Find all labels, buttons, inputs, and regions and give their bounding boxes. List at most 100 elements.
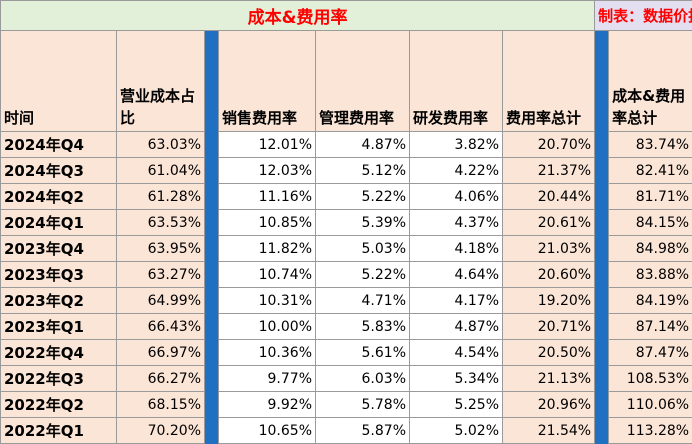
cell-period: 2024年Q1	[1, 210, 117, 236]
cell-sales-expense: 12.03%	[219, 158, 316, 184]
cell-admin-expense: 5.83%	[316, 314, 410, 340]
cell-period: 2023年Q4	[1, 236, 117, 262]
cell-expense-total: 19.20%	[503, 288, 595, 314]
table-maker: 制表：数据价投	[595, 1, 692, 31]
cell-period: 2022年Q3	[1, 366, 117, 392]
header-expense-total: 费用率总计	[503, 31, 595, 132]
cell-cost-ratio: 70.20%	[117, 418, 205, 444]
cell-cost-expense-total: 110.06%	[609, 392, 692, 418]
cell-sales-expense: 10.65%	[219, 418, 316, 444]
cell-period: 2023年Q3	[1, 262, 117, 288]
cell-cost-expense-total: 108.53%	[609, 366, 692, 392]
cell-sales-expense: 12.01%	[219, 132, 316, 158]
cell-rd-expense: 4.18%	[410, 236, 503, 262]
cell-admin-expense: 6.03%	[316, 366, 410, 392]
cell-admin-expense: 5.22%	[316, 262, 410, 288]
cell-period: 2022年Q4	[1, 340, 117, 366]
cell-expense-total: 20.60%	[503, 262, 595, 288]
cell-rd-expense: 4.37%	[410, 210, 503, 236]
cell-sales-expense: 10.00%	[219, 314, 316, 340]
cell-rd-expense: 5.25%	[410, 392, 503, 418]
cell-cost-ratio: 61.28%	[117, 184, 205, 210]
cell-cost-expense-total: 84.19%	[609, 288, 692, 314]
cell-expense-total: 21.37%	[503, 158, 595, 184]
cell-rd-expense: 4.64%	[410, 262, 503, 288]
cell-rd-expense: 4.54%	[410, 340, 503, 366]
cell-period: 2023年Q2	[1, 288, 117, 314]
cell-sales-expense: 9.92%	[219, 392, 316, 418]
cell-cost-ratio: 63.95%	[117, 236, 205, 262]
cell-admin-expense: 5.61%	[316, 340, 410, 366]
header-admin-expense: 管理费用率	[316, 31, 410, 132]
cell-rd-expense: 4.17%	[410, 288, 503, 314]
cell-cost-expense-total: 84.98%	[609, 236, 692, 262]
cell-cost-ratio: 63.03%	[117, 132, 205, 158]
cell-period: 2022年Q2	[1, 392, 117, 418]
cell-sales-expense: 10.36%	[219, 340, 316, 366]
cell-period: 2023年Q1	[1, 314, 117, 340]
header-rd-expense: 研发费用率	[410, 31, 503, 132]
cell-rd-expense: 4.06%	[410, 184, 503, 210]
header-cost-expense-total: 成本&费用率总计	[609, 31, 692, 132]
cell-expense-total: 20.61%	[503, 210, 595, 236]
cell-rd-expense: 5.02%	[410, 418, 503, 444]
cell-admin-expense: 5.03%	[316, 236, 410, 262]
header-cost-ratio: 营业成本占比	[117, 31, 205, 132]
cell-expense-total: 20.44%	[503, 184, 595, 210]
cell-sales-expense: 11.16%	[219, 184, 316, 210]
cell-cost-ratio: 61.04%	[117, 158, 205, 184]
cell-cost-expense-total: 83.74%	[609, 132, 692, 158]
cell-rd-expense: 4.22%	[410, 158, 503, 184]
cell-cost-ratio: 66.27%	[117, 366, 205, 392]
cell-sales-expense: 11.82%	[219, 236, 316, 262]
cell-admin-expense: 5.12%	[316, 158, 410, 184]
cell-expense-total: 20.50%	[503, 340, 595, 366]
header-row: 时间 营业成本占比 销售费用率 管理费用率 研发费用率 费用率总计 成本&费用率…	[1, 31, 692, 132]
cell-expense-total: 21.13%	[503, 366, 595, 392]
cell-sales-expense: 10.85%	[219, 210, 316, 236]
cell-cost-ratio: 63.27%	[117, 262, 205, 288]
header-period: 时间	[1, 31, 117, 132]
cell-rd-expense: 5.34%	[410, 366, 503, 392]
cell-expense-total: 20.71%	[503, 314, 595, 340]
column-separator-right	[595, 31, 609, 444]
table-title: 成本&费用率	[1, 1, 595, 31]
cell-cost-ratio: 66.97%	[117, 340, 205, 366]
title-row: 成本&费用率 制表：数据价投	[1, 1, 692, 31]
cell-admin-expense: 5.87%	[316, 418, 410, 444]
cell-cost-expense-total: 84.15%	[609, 210, 692, 236]
cell-sales-expense: 9.77%	[219, 366, 316, 392]
cell-period: 2024年Q2	[1, 184, 117, 210]
cell-expense-total: 21.03%	[503, 236, 595, 262]
cell-cost-ratio: 68.15%	[117, 392, 205, 418]
cell-rd-expense: 3.82%	[410, 132, 503, 158]
cell-expense-total: 21.54%	[503, 418, 595, 444]
cell-admin-expense: 4.87%	[316, 132, 410, 158]
cell-sales-expense: 10.74%	[219, 262, 316, 288]
cell-cost-expense-total: 87.14%	[609, 314, 692, 340]
cell-cost-expense-total: 83.88%	[609, 262, 692, 288]
cell-period: 2024年Q4	[1, 132, 117, 158]
cell-admin-expense: 4.71%	[316, 288, 410, 314]
cell-rd-expense: 4.87%	[410, 314, 503, 340]
cell-cost-expense-total: 82.41%	[609, 158, 692, 184]
cell-period: 2024年Q3	[1, 158, 117, 184]
cell-cost-expense-total: 113.28%	[609, 418, 692, 444]
cell-cost-ratio: 64.99%	[117, 288, 205, 314]
cell-period: 2022年Q1	[1, 418, 117, 444]
cell-admin-expense: 5.39%	[316, 210, 410, 236]
cell-cost-expense-total: 81.71%	[609, 184, 692, 210]
